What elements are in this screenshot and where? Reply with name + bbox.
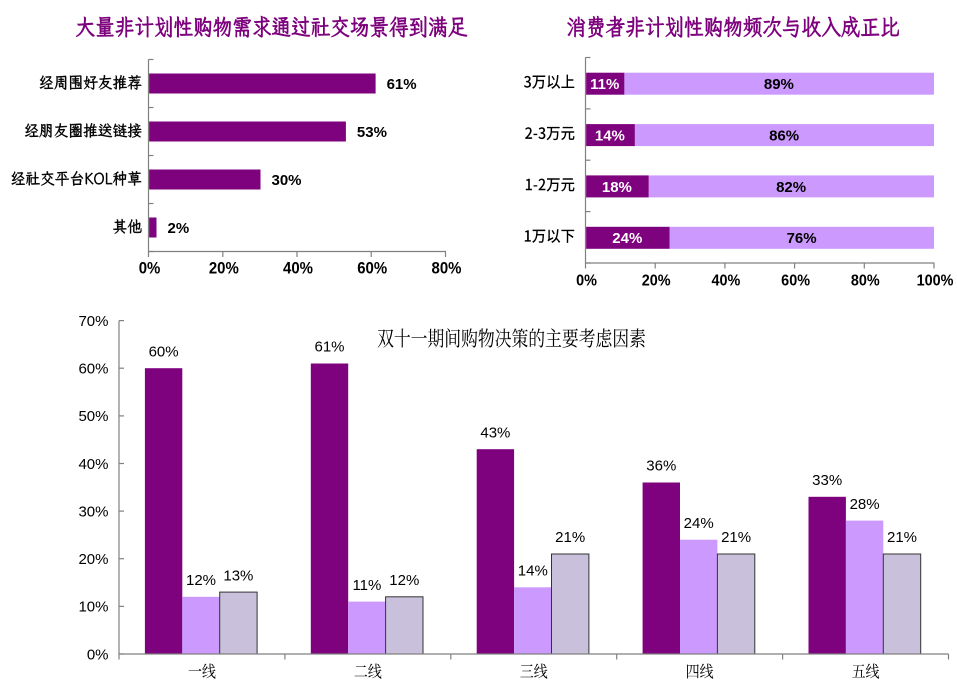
svg-text:10%: 10% xyxy=(78,599,108,616)
svg-text:43%: 43% xyxy=(480,424,510,441)
svg-text:86%: 86% xyxy=(769,128,799,145)
svg-text:0%: 0% xyxy=(576,272,597,290)
svg-text:30%: 30% xyxy=(78,503,108,520)
svg-text:0%: 0% xyxy=(139,260,161,278)
svg-text:30%: 30% xyxy=(272,172,302,189)
svg-text:100%: 100% xyxy=(917,272,954,290)
svg-text:61%: 61% xyxy=(314,339,344,356)
svg-text:36%: 36% xyxy=(646,458,676,475)
svg-text:60%: 60% xyxy=(781,272,810,290)
svg-text:21%: 21% xyxy=(555,529,585,546)
svg-text:0%: 0% xyxy=(87,646,109,663)
svg-text:12%: 12% xyxy=(389,572,419,589)
svg-text:14%: 14% xyxy=(518,563,548,580)
svg-text:70%: 70% xyxy=(78,313,108,330)
svg-text:20%: 20% xyxy=(78,551,108,568)
svg-text:50%: 50% xyxy=(78,408,108,425)
svg-text:11%: 11% xyxy=(352,577,381,594)
svg-text:40%: 40% xyxy=(283,260,313,278)
svg-text:20%: 20% xyxy=(209,260,239,278)
svg-text:60%: 60% xyxy=(78,361,108,378)
svg-text:14%: 14% xyxy=(595,128,625,145)
svg-text:21%: 21% xyxy=(721,529,751,546)
svg-text:11%: 11% xyxy=(590,76,619,93)
svg-text:20%: 20% xyxy=(642,272,671,290)
svg-text:80%: 80% xyxy=(851,272,880,290)
svg-text:24%: 24% xyxy=(612,230,642,247)
svg-text:40%: 40% xyxy=(78,456,108,473)
svg-text:18%: 18% xyxy=(602,179,632,196)
svg-text:2%: 2% xyxy=(168,220,190,237)
svg-text:61%: 61% xyxy=(387,76,417,93)
svg-text:82%: 82% xyxy=(776,179,806,196)
svg-text:53%: 53% xyxy=(357,124,387,141)
svg-text:76%: 76% xyxy=(787,230,817,247)
svg-text:80%: 80% xyxy=(432,260,462,278)
svg-text:21%: 21% xyxy=(887,529,917,546)
svg-text:89%: 89% xyxy=(764,76,794,93)
svg-text:33%: 33% xyxy=(812,472,842,489)
svg-text:24%: 24% xyxy=(684,515,714,532)
svg-text:12%: 12% xyxy=(186,572,216,589)
svg-text:40%: 40% xyxy=(711,272,740,290)
svg-text:28%: 28% xyxy=(850,496,880,513)
svg-text:13%: 13% xyxy=(223,567,253,584)
svg-text:60%: 60% xyxy=(149,343,179,360)
svg-text:60%: 60% xyxy=(357,260,387,278)
